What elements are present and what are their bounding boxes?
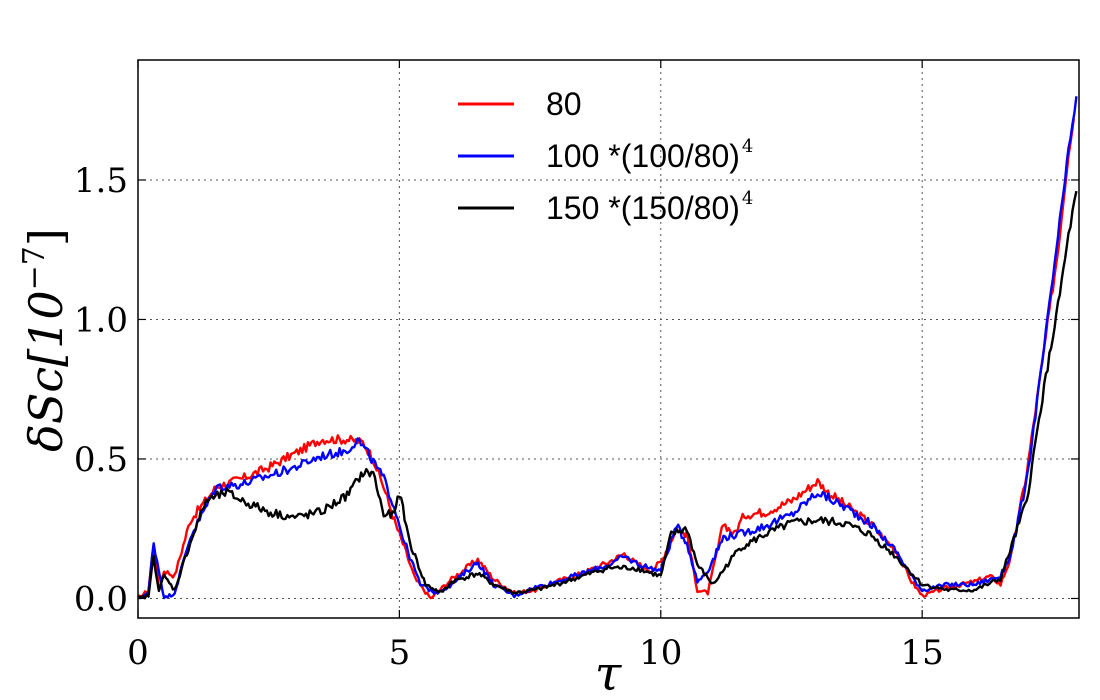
y-axis-label-close: ] (19, 228, 73, 246)
tick-layer: 0 5 10 15 0.0 0.5 1.0 1.5 (74, 60, 1079, 673)
y-tick-label: 1.5 (74, 161, 128, 201)
x-tick-label: 15 (901, 633, 944, 673)
x-axis-label: τ (595, 646, 623, 700)
x-tick-label: 10 (639, 633, 682, 673)
y-tick-label: 0.0 (74, 579, 128, 619)
y-tick-label: 1.0 (74, 300, 128, 340)
legend-label-1: 80 (546, 86, 582, 122)
grid-layer (138, 60, 1079, 618)
legend-label-2: 100 *(100/80) (546, 138, 740, 174)
legend-label-exponent-3: 4 (742, 188, 753, 209)
series-line-3 (137, 190, 1078, 600)
legend-label-exponent-2: 4 (742, 136, 753, 157)
series-layer (137, 96, 1078, 600)
legend-label-3: 150 *(150/80) (546, 190, 740, 226)
y-tick-label: 0.5 (74, 440, 128, 480)
x-tick-label: 5 (389, 633, 411, 673)
x-tick-label: 0 (127, 633, 149, 673)
y-axis-label-base: δSc[10 (19, 290, 73, 451)
y-axis-label-exponent: −7 (17, 246, 52, 290)
plot-frame (137, 59, 1080, 619)
y-axis-label: δSc[10−7] (17, 228, 73, 452)
series-line-1 (137, 118, 1075, 600)
